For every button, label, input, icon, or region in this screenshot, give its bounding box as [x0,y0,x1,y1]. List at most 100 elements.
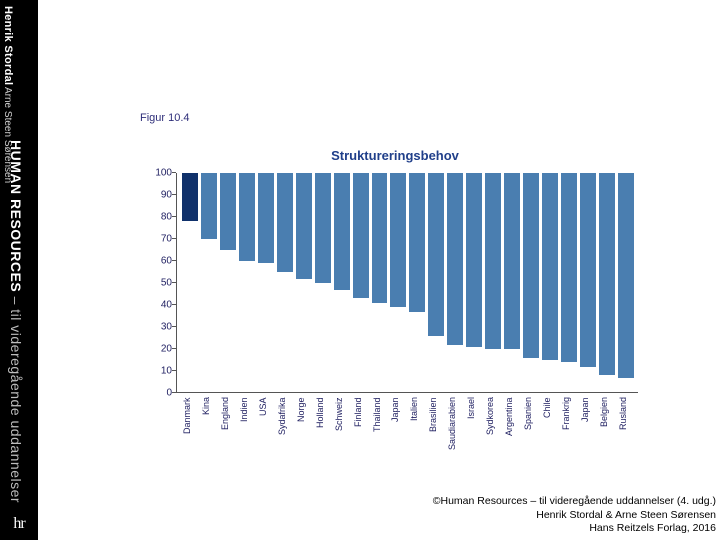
bar-column [485,173,501,393]
x-tick-label: England [220,397,236,467]
chart-bars [178,173,638,393]
bar [277,173,293,272]
figure-label: Figur 10.4 [140,112,650,124]
y-tick-label: 10 [148,366,172,377]
chart-container: Figur 10.4 Struktureringsbehov 010203040… [140,112,650,393]
bar-column [390,173,406,393]
bar-column [466,173,482,393]
bar-column [372,173,388,393]
sidebar: Henrik Stordal Arne Steen Sørensen HUMAN… [0,0,38,540]
y-tick-mark [172,194,176,195]
bar [315,173,331,283]
bar [428,173,444,336]
chart-plot: 0102030405060708090100 DanmarkKinaEnglan… [148,173,638,393]
x-tick-label: Israel [466,397,482,467]
bar-column [580,173,596,393]
x-tick-label: Holland [315,397,331,467]
chart-title: Struktureringsbehov [140,148,650,163]
x-tick-label: Danmark [182,397,198,467]
x-tick-label: Sydkorea [485,397,501,467]
x-tick-label: Japan [390,397,406,467]
bar [239,173,255,261]
y-tick-mark [172,282,176,283]
sidebar-title-strong: HUMAN RESOURCES [8,140,24,292]
x-tick-label: Japan [580,397,596,467]
bar [182,173,198,221]
bar-column [618,173,634,393]
footer-credits: ©Human Resources – til videregående udda… [433,495,716,536]
x-tick-label: Spanien [523,397,539,467]
bar-column [182,173,198,393]
y-tick-mark [172,370,176,371]
bar-column [542,173,558,393]
bar-column [220,173,236,393]
x-tick-label: USA [258,397,274,467]
x-tick-label: Argentina [504,397,520,467]
bar [447,173,463,345]
bar [618,173,634,378]
bar-column [239,173,255,393]
bar-column [599,173,615,393]
bar-column [409,173,425,393]
x-tick-label: Finland [353,397,369,467]
y-tick-label: 80 [148,212,172,223]
y-tick-mark [172,304,176,305]
y-axis: 0102030405060708090100 [148,173,176,393]
x-tick-label: Norge [296,397,312,467]
y-tick-label: 60 [148,256,172,267]
y-tick-label: 20 [148,344,172,355]
y-tick-label: 0 [148,388,172,399]
x-tick-label: Indien [239,397,255,467]
x-tick-label: Thailand [372,397,388,467]
sidebar-title: HUMAN RESOURCES – til videregående uddan… [8,140,24,503]
bar-column [315,173,331,393]
bar [409,173,425,312]
bar [523,173,539,358]
footer-line-3: Hans Reitzels Forlag, 2016 [433,522,716,536]
y-tick-label: 50 [148,278,172,289]
sidebar-title-rest: til videregående uddannelser [8,309,24,503]
y-tick-mark [172,238,176,239]
bar-column [296,173,312,393]
bar [390,173,406,307]
y-tick-label: 70 [148,234,172,245]
y-tick-label: 30 [148,322,172,333]
bar-column [504,173,520,393]
x-tick-label: Frankrig [561,397,577,467]
bar-column [258,173,274,393]
bar [599,173,615,375]
y-axis-line [176,173,177,393]
bar-column [277,173,293,393]
bar-column [428,173,444,393]
bar [296,173,312,279]
bar [485,173,501,349]
bar [334,173,350,290]
y-tick-label: 40 [148,300,172,311]
y-tick-label: 90 [148,190,172,201]
bar [353,173,369,298]
x-tick-label: Belgien [599,397,615,467]
author-primary: Henrik Stordal [2,6,14,85]
bar [258,173,274,263]
y-tick-mark [172,216,176,217]
y-tick-label: 100 [148,168,172,179]
bar [466,173,482,347]
bar [504,173,520,349]
bar [580,173,596,367]
bar [542,173,558,360]
x-tick-label: Saudiarabien [447,397,463,467]
bar-column [201,173,217,393]
x-axis-labels: DanmarkKinaEnglandIndienUSASydafrikaNorg… [178,393,638,467]
x-tick-label: Schweiz [334,397,350,467]
footer-line-2: Henrik Stordal & Arne Steen Sørensen [433,509,716,523]
y-tick-mark [172,172,176,173]
x-tick-label: Chile [542,397,558,467]
bar [201,173,217,239]
bar-column [447,173,463,393]
bar [372,173,388,303]
x-tick-label: Sydafrika [277,397,293,467]
y-tick-mark [172,326,176,327]
y-tick-mark [172,392,176,393]
x-tick-label: Kina [201,397,217,467]
bar-column [334,173,350,393]
